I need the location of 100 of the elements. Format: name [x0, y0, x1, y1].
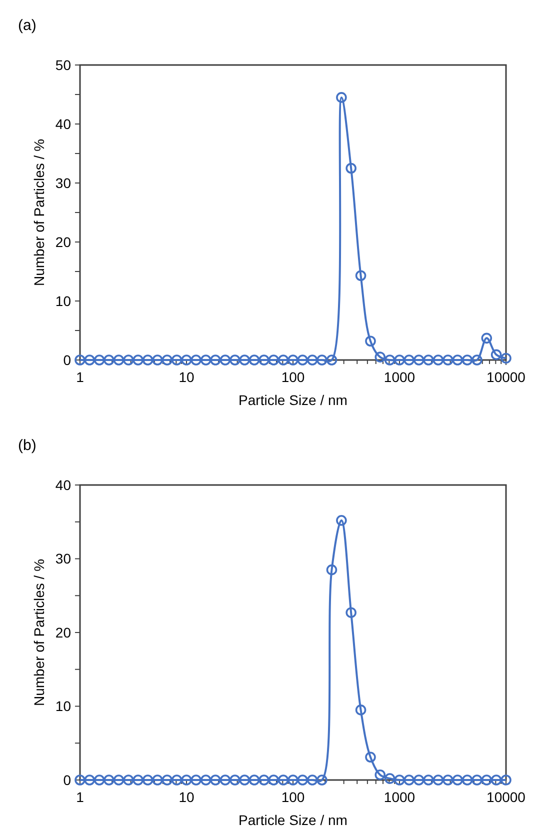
x-tick-label: 100 [281, 369, 305, 385]
point [123, 774, 134, 786]
point [220, 774, 231, 786]
point [336, 515, 347, 526]
point [490, 349, 502, 360]
y-axis-title: Number of Particles / % [31, 558, 47, 706]
x-tick-label: 1000 [384, 789, 416, 805]
point [394, 774, 405, 786]
point [404, 774, 414, 786]
point [326, 564, 338, 576]
point [355, 270, 366, 282]
point [239, 354, 250, 366]
point [258, 774, 270, 786]
point [394, 354, 405, 366]
x-tick-label: 1 [76, 789, 84, 805]
y-tick-label: 50 [55, 56, 72, 73]
point [142, 774, 154, 786]
point [384, 773, 396, 784]
point [162, 774, 173, 786]
point [462, 354, 473, 366]
point [200, 354, 212, 366]
point [113, 354, 124, 366]
point [94, 354, 105, 366]
point [248, 774, 260, 786]
point [84, 354, 95, 366]
y-tick-label: 20 [55, 624, 72, 640]
point [306, 354, 318, 366]
point [142, 354, 154, 366]
point [268, 354, 280, 366]
point [374, 769, 386, 780]
x-tick-label: 100 [281, 789, 305, 805]
chart-title: (b) [18, 437, 36, 454]
point [374, 352, 386, 362]
x-tick-label: 10 [178, 789, 194, 805]
point [442, 774, 454, 786]
point [278, 354, 289, 366]
point [123, 354, 134, 366]
point [316, 354, 328, 366]
y-tick-label: 40 [55, 116, 72, 132]
point [200, 774, 212, 786]
point [220, 354, 231, 366]
point [346, 162, 356, 174]
point [113, 774, 124, 786]
point [152, 354, 163, 366]
x-tick-label: 10000 [486, 369, 526, 385]
point [288, 774, 298, 786]
point [423, 774, 434, 786]
point [384, 354, 396, 366]
point [104, 354, 114, 366]
point [306, 774, 318, 786]
point [190, 354, 202, 366]
y-axis-title: Number of Particles / % [31, 138, 47, 286]
point [413, 354, 424, 366]
x-tick-label: 10000 [486, 789, 526, 805]
point [365, 752, 376, 763]
point [452, 354, 463, 366]
point [210, 354, 221, 366]
point [181, 354, 192, 366]
point [132, 774, 144, 786]
point [472, 354, 482, 366]
y-tick-label: 20 [55, 234, 72, 250]
point [132, 354, 144, 366]
point [500, 352, 512, 364]
point [423, 354, 434, 366]
point [297, 774, 308, 786]
x-axis-title: Particle Size / nm [238, 812, 348, 828]
point [365, 336, 376, 347]
point [432, 354, 444, 366]
x-axis-title: Particle Size / nm [238, 392, 348, 408]
point [336, 92, 347, 103]
point [84, 774, 95, 786]
point [404, 354, 414, 366]
point [413, 774, 424, 786]
point [190, 774, 202, 786]
x-tick-label: 1000 [384, 369, 416, 385]
point [74, 354, 86, 366]
y-tick-label: 0 [63, 352, 72, 368]
chart-title: (a) [18, 17, 36, 34]
y-tick-label: 0 [63, 772, 72, 788]
point [316, 774, 328, 786]
point [210, 774, 221, 786]
point [500, 774, 512, 786]
point [481, 332, 492, 344]
point [355, 704, 366, 716]
x-tick-label: 10 [178, 369, 194, 385]
point [297, 354, 308, 366]
point [171, 354, 182, 366]
point [462, 774, 473, 786]
point [288, 354, 298, 366]
point [268, 774, 280, 786]
point [239, 774, 250, 786]
point [181, 774, 192, 786]
point [230, 774, 240, 786]
point [74, 774, 86, 786]
point [432, 774, 444, 786]
point [230, 354, 240, 366]
y-tick-label: 40 [55, 476, 72, 493]
point [104, 774, 114, 786]
point [481, 774, 492, 786]
point [258, 354, 270, 366]
